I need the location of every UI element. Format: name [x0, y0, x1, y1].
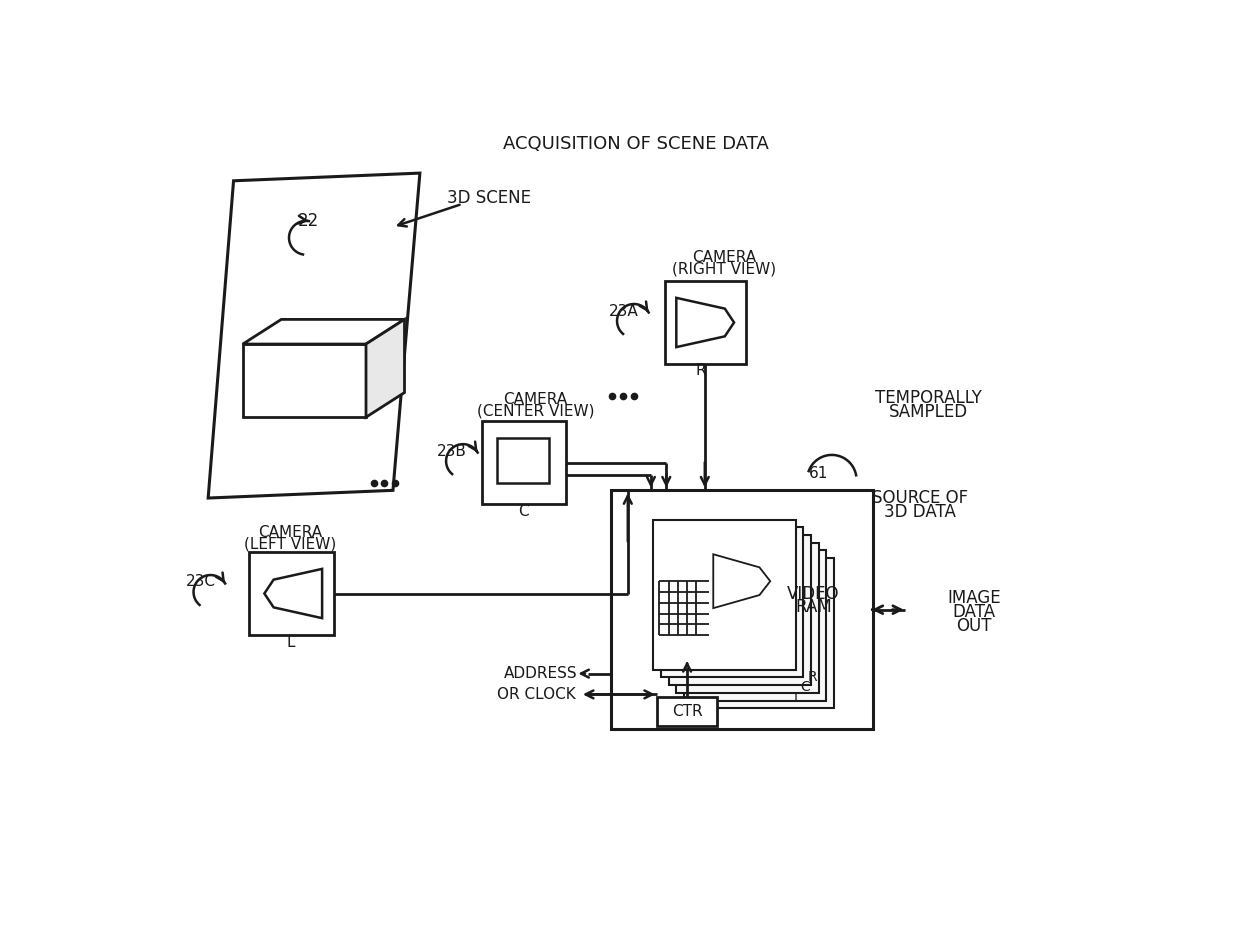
Polygon shape: [243, 319, 404, 344]
Text: IMAGE: IMAGE: [947, 589, 1001, 608]
Polygon shape: [243, 344, 366, 417]
Text: 23A: 23A: [609, 304, 639, 319]
Polygon shape: [366, 319, 404, 417]
Bar: [684, 550, 826, 701]
Text: R: R: [807, 670, 817, 684]
Text: 22: 22: [298, 212, 319, 230]
Bar: [676, 543, 818, 693]
Text: OUT: OUT: [956, 617, 992, 635]
Text: (RIGHT VIEW): (RIGHT VIEW): [672, 262, 776, 277]
Text: RAM: RAM: [795, 598, 832, 616]
Bar: [657, 697, 717, 726]
Text: ACQUISITION OF SCENE DATA: ACQUISITION OF SCENE DATA: [502, 135, 769, 153]
Text: CAMERA: CAMERA: [692, 251, 756, 266]
Text: 3D DATA: 3D DATA: [884, 503, 956, 521]
Text: (CENTER VIEW): (CENTER VIEW): [476, 403, 594, 418]
Text: 23B: 23B: [438, 445, 467, 460]
Text: 23C: 23C: [186, 574, 216, 589]
Text: SAMPLED: SAMPLED: [889, 403, 967, 421]
Text: SOURCE OF: SOURCE OF: [872, 489, 968, 507]
Text: 61: 61: [808, 466, 828, 481]
Bar: [661, 528, 804, 677]
Text: L: L: [286, 635, 295, 650]
Text: CAMERA: CAMERA: [258, 526, 322, 540]
Text: ADDRESS: ADDRESS: [505, 666, 578, 681]
Bar: [668, 535, 811, 685]
Text: R: R: [696, 364, 707, 379]
Text: CTR: CTR: [672, 704, 702, 719]
Bar: [497, 438, 549, 482]
Text: TEMPORALLY: TEMPORALLY: [874, 389, 982, 407]
Text: C: C: [518, 504, 529, 519]
Text: 3D SCENE: 3D SCENE: [448, 188, 531, 206]
Text: CAMERA: CAMERA: [503, 392, 568, 407]
Bar: [692, 558, 835, 708]
Text: C: C: [800, 680, 810, 694]
Text: VIDEO: VIDEO: [787, 585, 839, 603]
Text: DATA: DATA: [952, 603, 996, 621]
Text: L: L: [794, 691, 801, 706]
Bar: [481, 421, 567, 504]
Bar: [249, 552, 334, 635]
Bar: [611, 491, 873, 729]
Polygon shape: [208, 173, 420, 498]
Text: OR CLOCK: OR CLOCK: [497, 687, 577, 702]
Bar: [665, 281, 745, 364]
Bar: [653, 520, 796, 670]
Text: (LEFT VIEW): (LEFT VIEW): [244, 537, 337, 552]
